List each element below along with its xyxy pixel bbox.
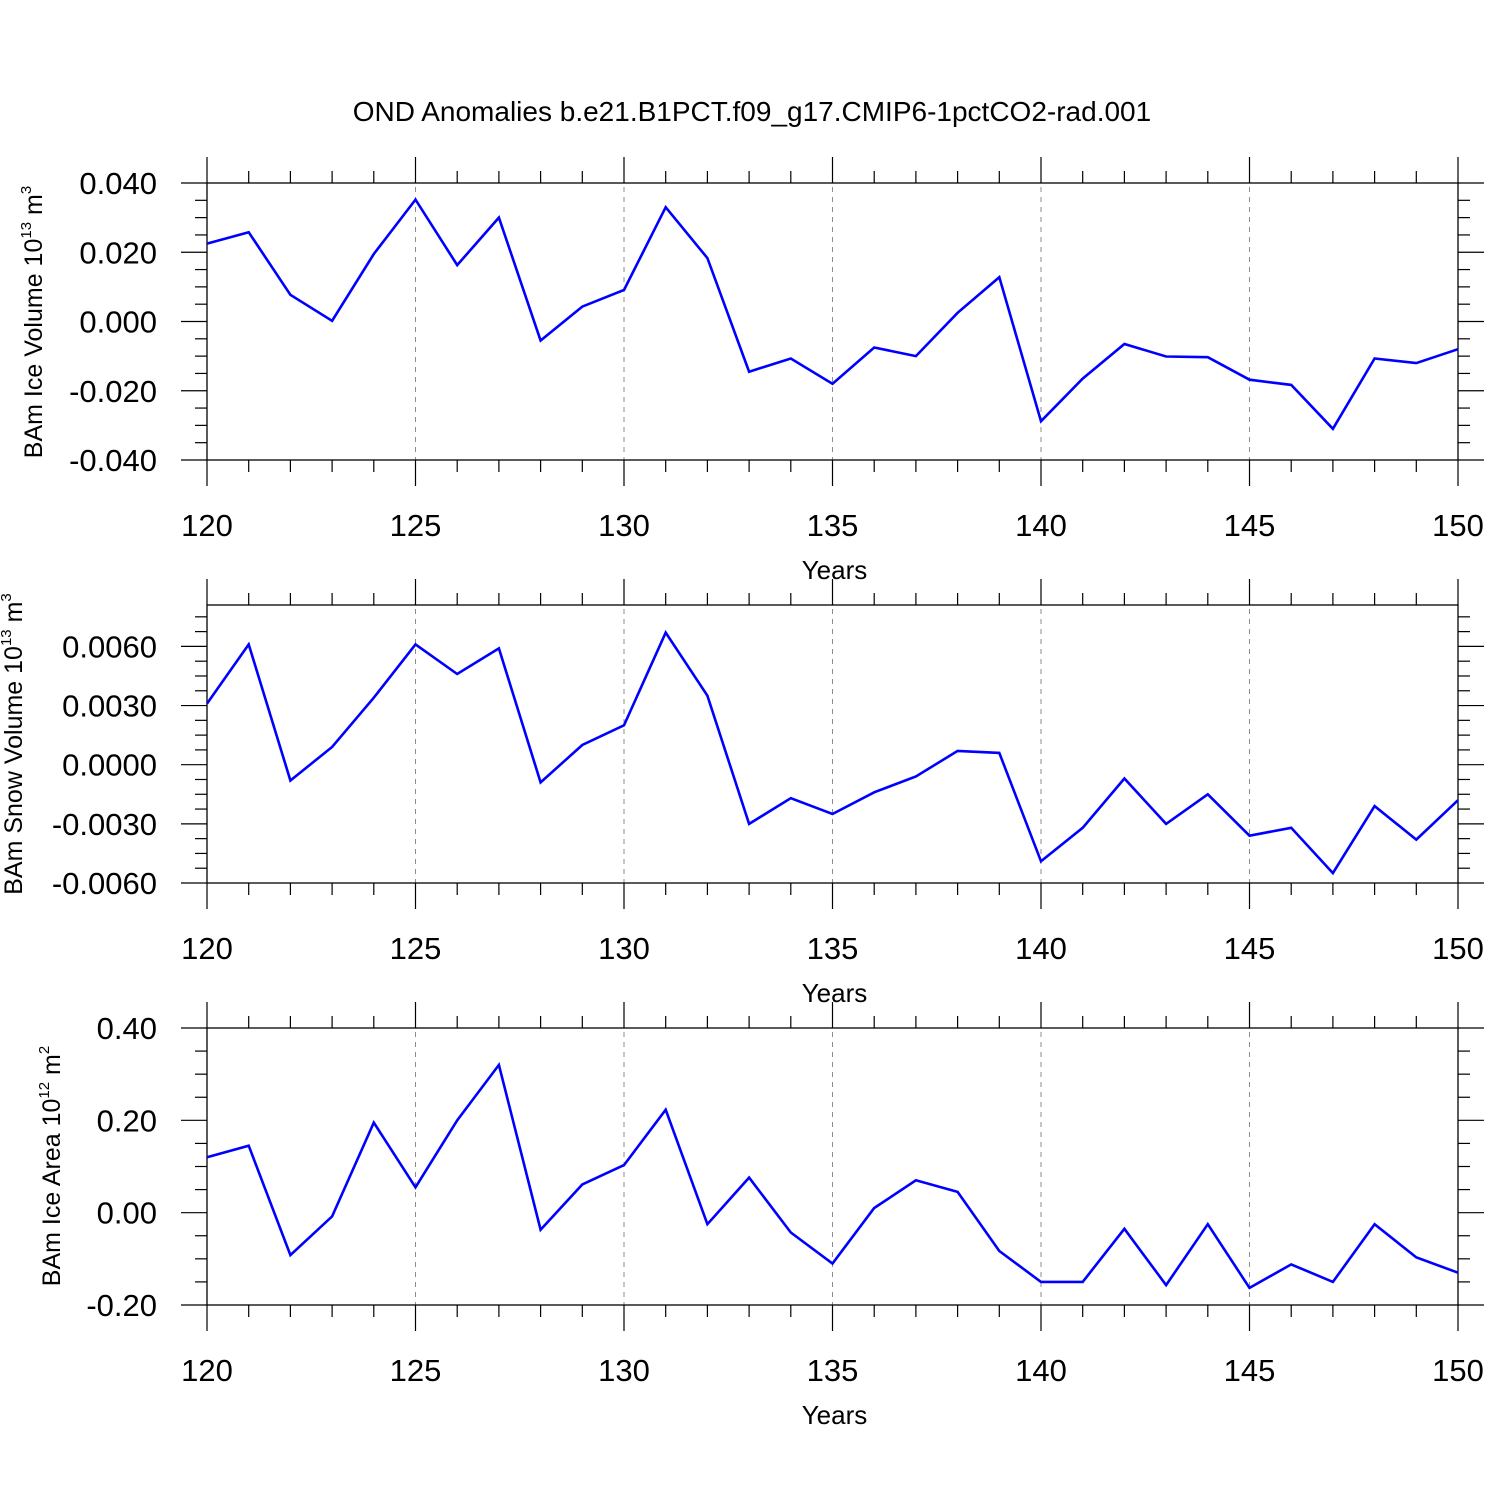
y-axis-label-superscript: 12 — [36, 1082, 53, 1099]
y-axis-label: BAm Ice Volume 1013 m3 — [18, 186, 48, 458]
y-axis-label-text: BAm Snow Volume 10 — [0, 646, 28, 895]
x-tick-label: 130 — [598, 931, 650, 966]
y-axis-label-text: m — [0, 602, 28, 630]
x-tick-label: 120 — [181, 1353, 233, 1388]
y-tick-label: 0.040 — [79, 166, 157, 201]
x-axis-label: Years — [802, 555, 868, 585]
y-tick-label: 0.20 — [97, 1103, 157, 1138]
y-tick-label: 0.0030 — [62, 689, 157, 724]
x-axis-label: Years — [802, 978, 868, 1008]
x-tick-label: 135 — [807, 931, 859, 966]
plot-frame — [206, 182, 1459, 461]
y-tick-label: 0.0060 — [62, 629, 157, 664]
panel-1: 0.040 0.020 0.000 -0.020 -0.040 120 125 130 135 1… — [18, 157, 1484, 585]
y-tick-label: 0.000 — [79, 305, 157, 340]
chart-title: OND Anomalies b.e21.B1PCT.f09_g17.CMIP6-… — [353, 96, 1151, 127]
x-tick-label: 145 — [1224, 508, 1276, 543]
y-tick-label: -0.0060 — [52, 866, 157, 901]
x-tick-label: 125 — [390, 1353, 442, 1388]
y-tick-label: 0.0000 — [62, 748, 157, 783]
panels: 0.040 0.020 0.000 -0.020 -0.040 120 125 130 135 1… — [0, 157, 1484, 1430]
y-tick-label: -0.020 — [69, 374, 157, 409]
y-axis-label: BAm Snow Volume 1013 m3 — [0, 593, 28, 895]
y-axis-label-text: BAm Ice Volume 10 — [20, 239, 48, 459]
y-tick-label: -0.040 — [69, 443, 157, 478]
plot-frame — [206, 604, 1459, 884]
y-tick-label: -0.20 — [86, 1288, 157, 1323]
x-tick-label: 120 — [181, 508, 233, 543]
x-tick-label: 140 — [1015, 1353, 1067, 1388]
x-tick-label: 150 — [1432, 1353, 1484, 1388]
x-tick-label: 130 — [598, 508, 650, 543]
x-tick-label: 150 — [1432, 931, 1484, 966]
y-axis-label-superscript: 3 — [0, 593, 15, 601]
y-axis-label-superscript: 2 — [36, 1046, 53, 1054]
y-axis-label-text: BAm Ice Area 10 — [38, 1099, 66, 1287]
y-axis-label-superscript: 13 — [18, 222, 35, 239]
x-tick-label: 135 — [807, 1353, 859, 1388]
x-tick-label: 125 — [390, 508, 442, 543]
x-axis-label: Years — [802, 1400, 868, 1430]
x-tick-label: 150 — [1432, 508, 1484, 543]
y-axis-label-text: m — [38, 1054, 66, 1082]
series-line — [205, 629, 1459, 876]
series-line — [206, 1061, 1459, 1290]
panel-2: 0.0060 0.0030 0.0000 -0.0030 -0.0060 120 125 13… — [0, 579, 1484, 1008]
y-axis-label-superscript: 13 — [0, 629, 15, 646]
x-tick-label: 130 — [598, 1353, 650, 1388]
y-axis-label: BAm Ice Area 1012 m2 — [36, 1046, 66, 1286]
y-tick-label: 0.00 — [97, 1196, 157, 1231]
x-tick-label: 145 — [1224, 1353, 1276, 1388]
x-tick-label: 140 — [1015, 931, 1067, 966]
y-axis-label-text: m — [20, 194, 48, 222]
y-tick-label: 0.020 — [79, 235, 157, 270]
x-tick-label: 120 — [181, 931, 233, 966]
series-line — [206, 197, 1459, 431]
y-axis-label-superscript: 3 — [18, 186, 35, 194]
y-tick-label: -0.0030 — [52, 807, 157, 842]
panel-3: 0.40 0.20 0.00 -0.20 120 125 130 135 140 145 150 Ye… — [36, 1002, 1484, 1430]
x-tick-label: 145 — [1224, 931, 1276, 966]
y-tick-label: 0.40 — [97, 1011, 157, 1046]
x-tick-label: 125 — [390, 931, 442, 966]
x-tick-label: 140 — [1015, 508, 1067, 543]
x-tick-label: 135 — [807, 508, 859, 543]
plot-frame — [206, 1027, 1459, 1306]
